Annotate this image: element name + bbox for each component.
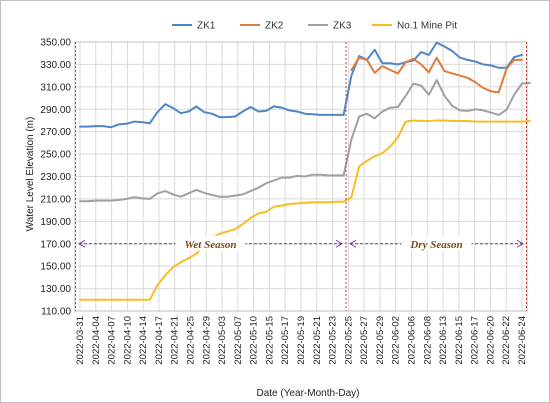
y-tick-label: 130.00 bbox=[40, 284, 71, 295]
x-tick-label: 2022-05-17 bbox=[280, 316, 291, 365]
legend-label: ZK3 bbox=[333, 21, 352, 32]
wet-season-arrow-head-left bbox=[78, 239, 86, 248]
x-tick-label: 2022-06-20 bbox=[485, 316, 496, 365]
legend-label: ZK1 bbox=[197, 21, 216, 32]
y-tick-label: 170.00 bbox=[40, 239, 71, 250]
y-tick-label: 290.00 bbox=[40, 105, 71, 116]
x-tick-label: 2022-06-17 bbox=[470, 316, 481, 365]
dry-season-label: Dry Season bbox=[409, 239, 462, 251]
season-annotations: Wet Season Dry Season bbox=[75, 42, 527, 311]
y-tick-label: 310.00 bbox=[40, 82, 71, 93]
plot-area-frame bbox=[74, 41, 528, 312]
y-axis-title: Water Level Elevation (m) bbox=[25, 117, 36, 232]
x-tick-label: 2022-05-15 bbox=[264, 316, 275, 365]
x-tick-label: 2022-04-04 bbox=[91, 316, 102, 365]
x-tick-label: 2022-03-31 bbox=[75, 316, 86, 365]
legend-label: No.1 Mine Pit bbox=[397, 21, 457, 32]
x-tick-label: 2022-05-29 bbox=[375, 316, 386, 365]
x-tick-label: 2022-06-15 bbox=[454, 316, 465, 365]
dry-season-arrow-head-left bbox=[349, 239, 357, 248]
y-tick-label: 330.00 bbox=[40, 60, 71, 71]
x-tick-label: 2022-05-23 bbox=[328, 316, 339, 365]
y-tick-label: 190.00 bbox=[40, 217, 71, 228]
series-line-3 bbox=[79, 79, 531, 203]
y-axis-ticks: 110.00 130.00 150.00 170.00 190.00 210.00 230.… bbox=[40, 38, 71, 318]
y-tick-label: 230.00 bbox=[40, 172, 71, 183]
x-tick-label: 2022-04-29 bbox=[201, 316, 212, 365]
x-tick-label: 2022-06-22 bbox=[501, 316, 512, 365]
y-tick-label: 250.00 bbox=[40, 150, 71, 161]
dry-season-label-bg bbox=[401, 235, 472, 251]
series-lines bbox=[79, 41, 531, 301]
y-tick-label: 270.00 bbox=[40, 127, 71, 138]
x-tick-label: 2022-06-24 bbox=[517, 316, 528, 365]
x-tick-label: 2022-04-17 bbox=[154, 316, 165, 365]
x-tick-label: 2022-05-07 bbox=[233, 316, 244, 365]
x-tick-label: 2022-06-06 bbox=[407, 316, 418, 365]
x-tick-label: 2022-05-27 bbox=[359, 316, 370, 365]
x-tick-label: 2022-05-25 bbox=[343, 316, 354, 365]
x-tick-label: 2022-05-19 bbox=[296, 316, 307, 365]
x-tick-label: 2022-06-08 bbox=[422, 316, 433, 365]
x-tick-label: 2022-06-13 bbox=[438, 316, 449, 365]
series-line-4 bbox=[79, 119, 531, 301]
series-line-1 bbox=[79, 41, 523, 129]
y-tick-label: 110.00 bbox=[41, 307, 71, 318]
legend-label: ZK2 bbox=[265, 21, 284, 32]
wet-season-label: Wet Season bbox=[184, 239, 236, 251]
x-tick-label: 2022-06-02 bbox=[391, 316, 402, 365]
legend: ZK1 ZK2 ZK3 No.1 Mine Pit bbox=[172, 21, 457, 32]
y-tick-label: 150.00 bbox=[40, 262, 71, 273]
x-axis-ticks: 2022-03-31 2022-04-04 2022-04-07 2022-04-10… bbox=[75, 316, 528, 365]
y-tick-label: 350.00 bbox=[40, 38, 71, 49]
x-tick-label: 2022-04-14 bbox=[138, 316, 149, 365]
x-tick-label: 2022-05-21 bbox=[312, 316, 323, 365]
wet-season-arrow-head-right bbox=[335, 239, 343, 248]
x-tick-label: 2022-04-25 bbox=[186, 316, 197, 365]
x-axis-title: Date (Year-Month-Day) bbox=[256, 388, 359, 399]
x-tick-label: 2022-04-10 bbox=[122, 316, 133, 365]
wet-season-label-bg bbox=[175, 235, 246, 251]
x-tick-label: 2022-05-03 bbox=[217, 316, 228, 365]
x-tick-label: 2022-04-07 bbox=[107, 316, 118, 365]
series-line-2 bbox=[350, 56, 523, 94]
y-tick-label: 210.00 bbox=[40, 194, 71, 205]
x-tick-label: 2022-05-10 bbox=[249, 316, 260, 365]
x-tick-label: 2022-04-21 bbox=[170, 316, 181, 365]
dry-season-arrow-head-right bbox=[516, 239, 524, 248]
